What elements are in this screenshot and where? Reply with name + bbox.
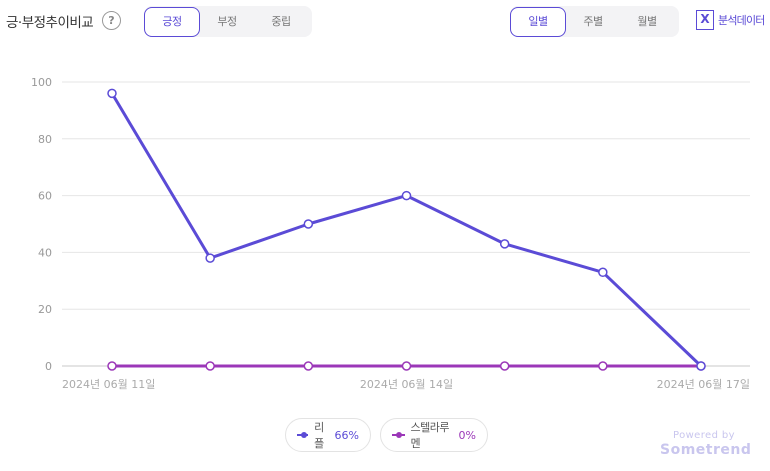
help-icon[interactable]: ?	[102, 11, 121, 30]
x-tick-label: 2024년 06월 11일	[62, 377, 155, 391]
data-point	[205, 361, 215, 371]
data-point	[107, 88, 117, 99]
legend-percent: 0%	[458, 428, 476, 442]
data-point	[499, 361, 510, 371]
tab-negative[interactable]: 부정	[217, 15, 237, 28]
y-tick-label: 60	[38, 190, 52, 203]
period-tab-group: 일별 주별 월별	[510, 6, 679, 37]
legend-item-stellar[interactable]: 스텔라루멘 0%	[380, 418, 488, 452]
data-point	[107, 361, 117, 371]
legend-marker-ripple	[297, 432, 309, 438]
tab-neutral[interactable]: 중립	[271, 15, 291, 28]
data-point	[303, 219, 314, 229]
data-point	[303, 361, 314, 371]
x-tick-label: 2024년 06월 14일	[360, 377, 453, 391]
sentiment-tab-group: 긍정 부정 중립	[144, 6, 312, 37]
tab-daily[interactable]: 일별	[510, 6, 566, 37]
y-tick-label: 100	[31, 76, 52, 89]
data-point	[598, 267, 608, 278]
y-tick-label: 0	[45, 360, 52, 373]
legend-name: 리플	[314, 421, 324, 450]
legend-percent: 66%	[334, 428, 359, 442]
section-title: 긍·부정추이비교	[6, 15, 94, 31]
legend-item-ripple[interactable]: 리플 66%	[285, 418, 371, 452]
tab-monthly[interactable]: 월별	[637, 15, 657, 28]
excel-icon: X	[696, 10, 714, 30]
data-point	[499, 239, 510, 249]
brand-logo-text: Sometrend	[660, 442, 752, 458]
powered-by-logo: Powered by Sometrend	[660, 430, 752, 458]
legend-name: 스텔라루멘	[410, 421, 450, 450]
export-data-button[interactable]: X 분석데이터	[696, 10, 765, 30]
y-tick-label: 40	[38, 246, 52, 259]
x-tick-label: 2024년 06월 17일	[657, 377, 750, 391]
line-chart: 0 20 40 60 80 100 2024년 06월 11일 2024년 06월 14일 20…	[31, 76, 750, 391]
powered-by-text: Powered by	[673, 430, 735, 441]
data-point	[401, 190, 412, 201]
y-tick-label: 80	[38, 133, 52, 146]
data-point	[696, 361, 706, 371]
y-tick-label: 20	[38, 303, 52, 316]
data-point	[598, 361, 608, 371]
export-data-label: 분석데이터	[718, 14, 765, 27]
legend-marker-stellar	[392, 432, 405, 438]
data-point	[401, 361, 412, 371]
tab-positive[interactable]: 긍정	[144, 6, 200, 37]
data-point	[205, 253, 215, 263]
series-line	[110, 92, 703, 368]
tab-weekly[interactable]: 주별	[583, 15, 603, 28]
